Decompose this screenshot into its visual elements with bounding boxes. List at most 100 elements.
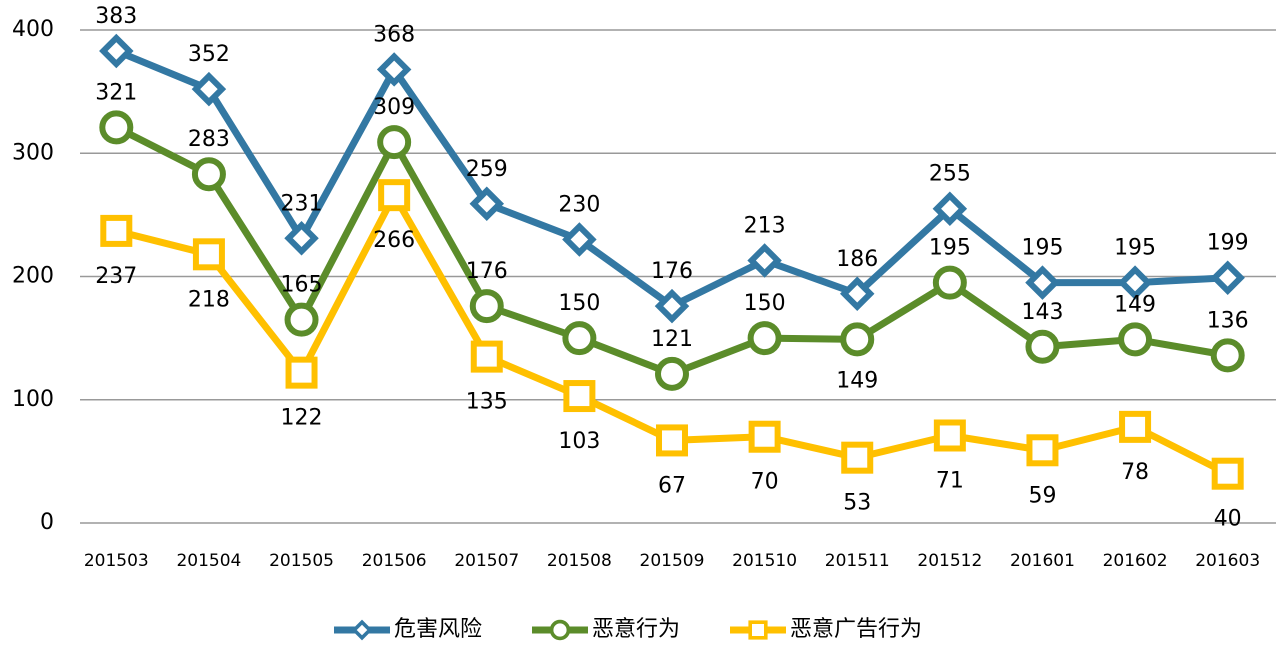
y-tick-label: 0 — [40, 510, 54, 535]
data-label: 135 — [466, 390, 508, 415]
marker — [748, 420, 781, 453]
data-label: 199 — [1207, 231, 1249, 256]
marker — [284, 221, 319, 256]
marker — [655, 356, 689, 391]
legend-label: 危害风险 — [394, 617, 482, 642]
data-label: 150 — [558, 291, 600, 316]
marker — [378, 179, 411, 212]
marker — [191, 71, 227, 107]
data-label: 266 — [373, 228, 415, 253]
marker — [1210, 260, 1245, 295]
x-tick-label: 201512 — [917, 551, 982, 571]
data-label: 309 — [373, 95, 415, 120]
legend-item: 恶意行为 — [532, 617, 680, 642]
data-label: 237 — [95, 264, 137, 289]
data-label: 67 — [658, 473, 686, 498]
marker — [747, 321, 782, 356]
marker — [654, 288, 690, 324]
marker — [562, 222, 597, 257]
data-label: 103 — [558, 429, 600, 454]
x-tick-label: 201603 — [1195, 551, 1260, 571]
data-label: 78 — [1121, 460, 1149, 485]
data-label: 122 — [281, 406, 323, 431]
data-label: 321 — [95, 80, 137, 105]
data-label: 136 — [1207, 308, 1249, 333]
x-tick-label: 201505 — [269, 551, 334, 571]
x-tick-label: 201602 — [1103, 551, 1168, 571]
marker — [841, 441, 874, 474]
legend-marker — [748, 620, 768, 640]
marker — [1210, 338, 1245, 373]
marker — [1025, 329, 1060, 364]
marker — [1025, 265, 1060, 300]
data-label: 176 — [466, 259, 508, 284]
x-tick-label: 201504 — [176, 551, 241, 571]
legend-item: 危害风险 — [334, 617, 482, 642]
marker — [1211, 457, 1244, 490]
y-tick-label: 200 — [12, 264, 54, 289]
marker — [1117, 265, 1153, 300]
data-label: 186 — [836, 247, 878, 272]
marker — [839, 276, 875, 311]
x-tick-label: 201601 — [1010, 551, 1075, 571]
marker — [99, 110, 134, 145]
marker — [376, 52, 412, 87]
data-label: 231 — [281, 191, 323, 216]
data-label: 176 — [651, 259, 693, 284]
x-tick-label: 201510 — [732, 551, 797, 571]
marker — [469, 186, 505, 222]
data-label: 195 — [1114, 236, 1156, 261]
marker — [1118, 322, 1153, 357]
marker — [563, 380, 596, 413]
marker — [747, 243, 782, 278]
marker — [469, 289, 504, 324]
data-label: 259 — [466, 157, 508, 182]
data-label: 121 — [651, 327, 693, 352]
data-label: 368 — [373, 22, 415, 47]
legend-label: 恶意行为 — [592, 617, 680, 642]
series — [100, 179, 1244, 490]
legend-marker — [549, 619, 571, 641]
y-tick-label: 400 — [12, 17, 54, 42]
series — [99, 110, 1245, 391]
y-tick-label: 100 — [12, 387, 54, 412]
y-tick-label: 300 — [12, 140, 54, 165]
data-label: 213 — [744, 213, 786, 238]
x-tick-label: 201503 — [84, 551, 149, 571]
data-label: 150 — [744, 291, 786, 316]
x-tick-label: 201506 — [362, 551, 427, 571]
data-label: 165 — [281, 273, 323, 298]
marker — [1026, 434, 1059, 467]
marker — [99, 33, 134, 69]
x-tick-label: 201507 — [454, 551, 519, 571]
x-tick-label: 201508 — [547, 551, 612, 571]
data-label: 195 — [1021, 236, 1063, 261]
data-label: 149 — [1114, 292, 1156, 317]
x-tick-label: 201509 — [640, 551, 705, 571]
data-label: 352 — [188, 42, 230, 67]
marker — [932, 265, 967, 300]
marker — [933, 419, 966, 452]
marker — [840, 322, 875, 357]
data-label: 283 — [188, 127, 230, 152]
marker — [377, 125, 412, 160]
marker — [1119, 410, 1152, 443]
data-label: 59 — [1028, 483, 1056, 508]
marker — [656, 424, 688, 457]
marker — [191, 157, 226, 192]
marker — [284, 302, 319, 337]
marker — [932, 191, 968, 226]
data-label: 71 — [936, 468, 964, 493]
series — [99, 33, 1245, 324]
data-label: 70 — [751, 470, 779, 495]
marker — [285, 356, 318, 389]
data-label: 149 — [836, 368, 878, 393]
data-label: 230 — [558, 193, 600, 218]
marker — [470, 340, 503, 373]
data-label: 143 — [1021, 300, 1063, 325]
data-label: 218 — [188, 287, 230, 312]
data-label: 255 — [929, 162, 971, 187]
data-label: 383 — [95, 4, 137, 29]
data-label: 53 — [843, 491, 871, 516]
